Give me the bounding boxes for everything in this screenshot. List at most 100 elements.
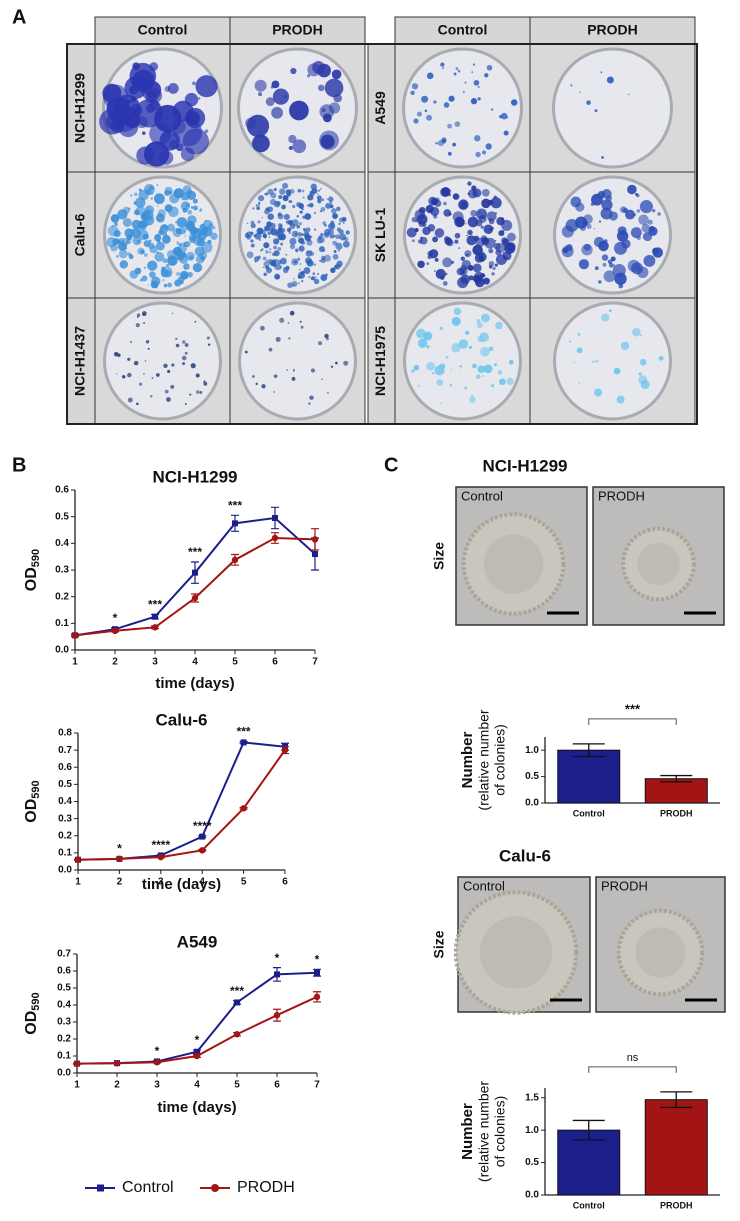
colony (451, 316, 461, 326)
colony (481, 188, 490, 197)
colony (285, 189, 292, 195)
colony (194, 320, 197, 323)
colony (466, 235, 477, 246)
colony (122, 206, 130, 214)
colony (507, 232, 516, 242)
colony (209, 225, 211, 227)
colony (134, 192, 138, 197)
y-tick-label: 0.0 (57, 1068, 71, 1079)
colony (128, 207, 131, 210)
colony (207, 343, 211, 346)
colony (318, 189, 321, 192)
colony (475, 374, 481, 379)
colony (465, 253, 469, 257)
colony (421, 338, 424, 341)
colony (627, 259, 640, 273)
significance-label: *** (228, 499, 242, 513)
colony (195, 390, 200, 394)
colony (601, 156, 604, 159)
colony (144, 222, 149, 227)
colony (203, 381, 208, 386)
colony (273, 250, 280, 257)
colony (164, 389, 169, 394)
y-tick-label: 0.5 (525, 771, 539, 782)
colony (508, 360, 514, 365)
row-label: NCI-H1437 (72, 326, 88, 396)
colony (639, 200, 653, 214)
data-point (313, 993, 321, 1001)
colony (441, 139, 447, 144)
row-label-cell (367, 43, 396, 173)
significance-label: ns (627, 1052, 639, 1064)
colony (464, 330, 470, 336)
colony (333, 250, 337, 253)
colony (474, 135, 481, 142)
colony (493, 363, 497, 367)
significance-label: *** (237, 725, 251, 739)
significance-label: **** (193, 819, 212, 833)
x-tick-label: 3 (154, 1080, 160, 1091)
colony (199, 251, 208, 260)
colony (426, 114, 432, 121)
y-tick-label: 0.0 (55, 645, 69, 656)
colony (583, 243, 591, 251)
colony (324, 333, 329, 339)
x-tick-label: 4 (199, 877, 205, 888)
row-label: A549 (372, 91, 388, 125)
colony (182, 128, 210, 155)
colony (289, 100, 309, 121)
colony (327, 392, 329, 394)
colony (176, 217, 188, 228)
colony (300, 325, 304, 329)
colony (426, 345, 430, 349)
colony (298, 269, 301, 271)
colony (454, 121, 461, 127)
row-label: SK LU-1 (372, 208, 388, 263)
colony (261, 384, 266, 389)
colony (477, 365, 486, 374)
colony (472, 263, 482, 273)
colony (288, 145, 293, 151)
data-point (274, 971, 280, 978)
colony (455, 67, 459, 71)
colony (162, 235, 171, 244)
colony (426, 361, 436, 371)
colony (620, 341, 630, 351)
colony (601, 189, 612, 199)
colony (133, 360, 139, 366)
colony (147, 260, 158, 271)
colony (499, 378, 506, 386)
colony (186, 190, 197, 201)
colony (262, 256, 267, 261)
colony (184, 343, 189, 347)
y-tick-label: 0.5 (58, 779, 72, 790)
colony (433, 270, 436, 273)
colony (174, 191, 176, 194)
colony (167, 223, 175, 232)
colony (165, 233, 168, 236)
colony (312, 272, 316, 276)
colony (636, 235, 641, 240)
colony (470, 98, 478, 105)
colony (175, 221, 178, 224)
colony (147, 220, 149, 223)
colony (570, 84, 573, 87)
colony (269, 248, 272, 251)
colony (501, 217, 504, 221)
x-tick-label: 1 (74, 1080, 80, 1091)
colony (481, 150, 487, 155)
data-point (151, 624, 159, 631)
colony (297, 257, 301, 261)
data-point (153, 1059, 161, 1066)
colony (154, 252, 165, 262)
colony (283, 204, 286, 207)
image-label: Control (461, 488, 503, 503)
colony (308, 275, 311, 279)
colony (246, 114, 270, 138)
colony (167, 282, 173, 288)
x-tick-label: 4 (192, 657, 198, 668)
colony (333, 264, 339, 270)
colony (317, 193, 319, 195)
colony (440, 187, 451, 197)
data-point (234, 999, 240, 1006)
